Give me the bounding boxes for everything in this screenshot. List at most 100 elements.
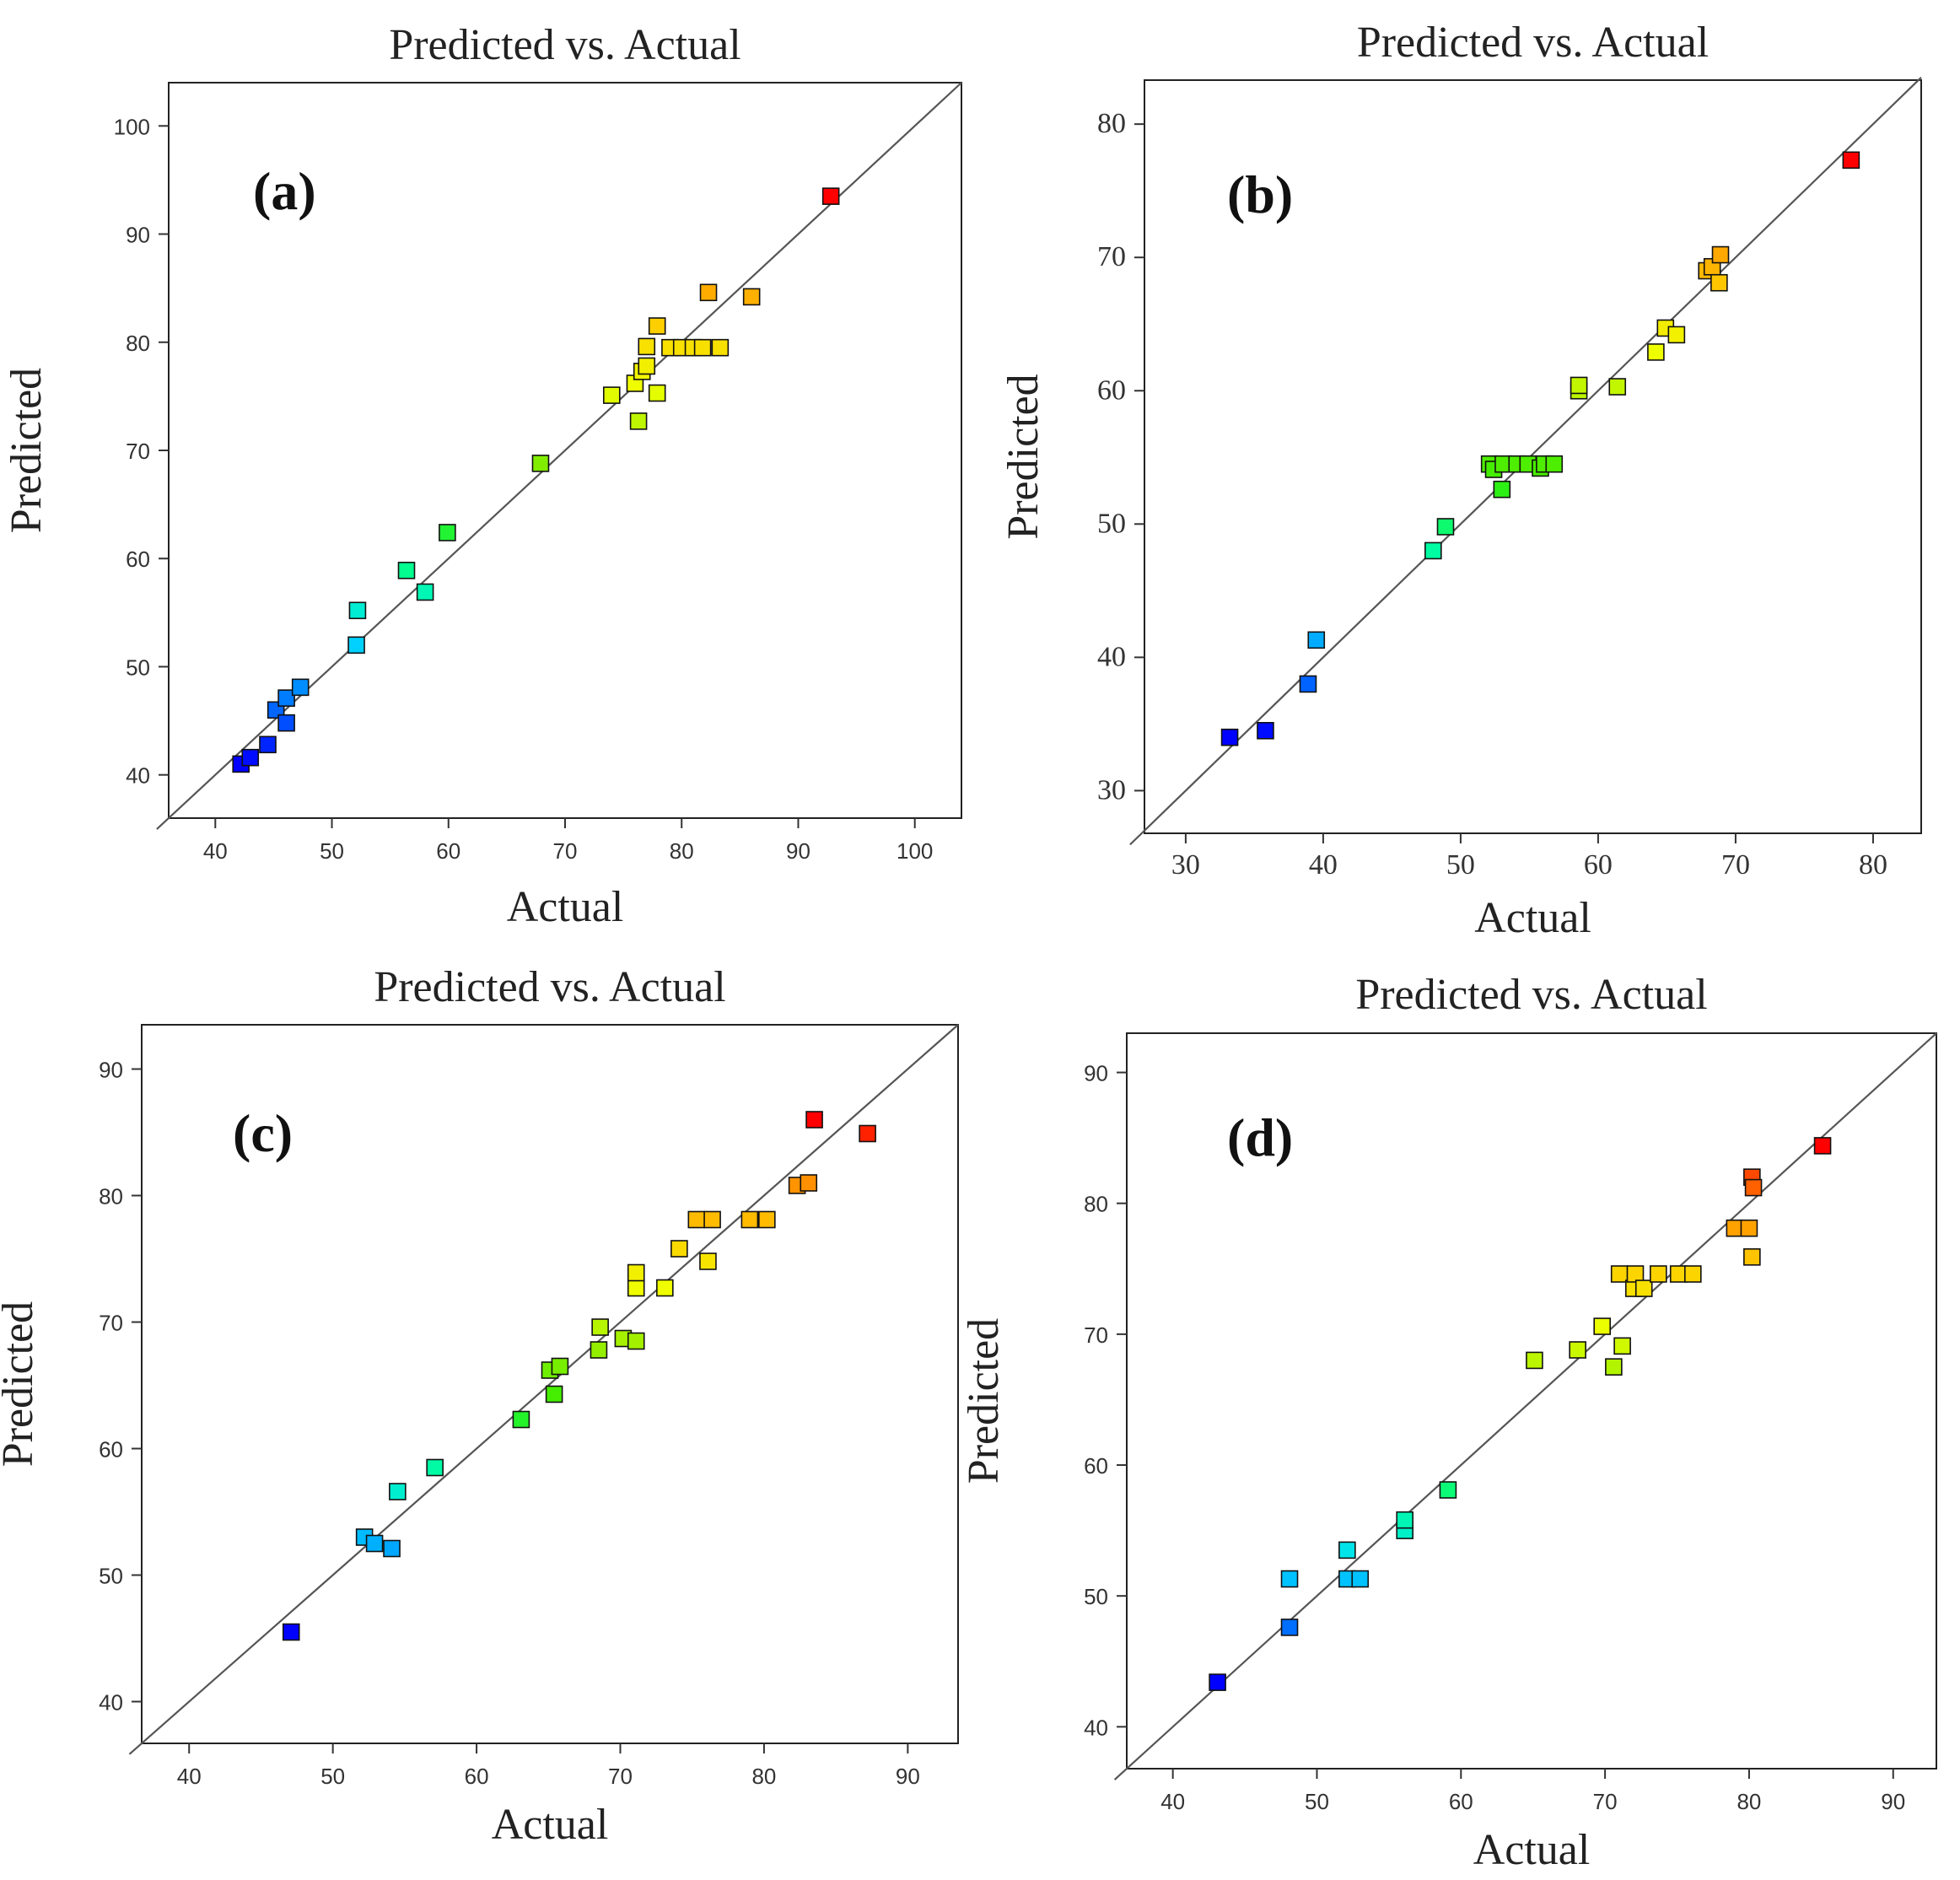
data-point [627,1279,645,1297]
data-point [591,1318,609,1336]
data-point [1710,273,1728,292]
data-point [602,386,621,404]
data-point [389,1483,407,1500]
data-point [1569,1341,1586,1359]
x-axis-label: Actual [1474,894,1591,942]
data-point [627,1332,645,1350]
data-point [1280,1619,1299,1636]
y-tick-label: 70 [126,439,150,464]
data-point [1813,1137,1832,1155]
data-point [670,1240,688,1258]
y-tick-label: 60 [126,547,150,572]
plot-frame [1126,1032,1937,1770]
x-tick-label: 80 [670,838,694,864]
y-tick-label: 100 [114,114,150,139]
x-tick-label: 40 [1309,849,1338,881]
data-point [545,1385,563,1403]
y-tick-label: 70 [1084,1322,1108,1348]
data-point [277,689,295,707]
data-point [1351,1570,1370,1588]
panel-d: Predicted vs. Actual 40 50 60 70 80 90 40 50 60 70… [960,971,1937,1874]
y-tick-label: 60 [99,1437,123,1463]
data-point [1396,1511,1413,1529]
y-axis-label: Predicted [3,368,51,533]
data-point [1545,455,1564,473]
y-tick-label: 50 [126,654,150,680]
data-point [648,317,666,335]
data-point [1526,1351,1543,1370]
data-point [1424,541,1442,560]
data-point [241,748,260,767]
data-point [1220,728,1239,746]
panel-a: Predicted vs. Actual 40 50 60 70 80 90 100 40 50 6… [3,21,962,931]
data-point [1439,1481,1457,1499]
data-point [699,1252,717,1270]
data-point [1842,151,1860,170]
data-point [805,1111,823,1129]
reference-line [1113,1032,1937,1780]
chart-title: Predicted vs. Actual [374,963,725,1011]
data-point [282,1623,300,1641]
chart-title: Predicted vs. Actual [1357,19,1709,67]
y-tick-label: 80 [126,331,150,356]
data-point [551,1357,569,1376]
data-point [656,1279,674,1297]
data-point [259,735,277,754]
data-point [648,384,666,402]
x-tick-label: 40 [1160,1789,1185,1814]
x-tick-label: 90 [1881,1789,1905,1814]
y-tick-label: 80 [1097,108,1126,139]
data-point [1610,1265,1629,1283]
data-point [397,562,416,579]
data-point [687,1210,706,1229]
data-point [277,714,295,732]
y-tick-label: 30 [1097,774,1126,805]
y-tick-label: 70 [99,1311,123,1336]
data-point [1650,1265,1667,1283]
x-tick-label: 100 [897,838,933,864]
x-tick-label: 60 [1584,849,1613,881]
y-tick-label: 40 [99,1690,123,1716]
x-tick-label: 80 [1737,1789,1761,1814]
y-tick-label: 50 [99,1564,123,1589]
plot-frame [1144,79,1922,834]
chart-title: Predicted vs. Actual [1355,971,1707,1019]
panel-b: Predicted vs. Actual 30 40 50 60 70 80 30 40 50 60… [999,19,1922,942]
data-point [512,1410,530,1429]
y-axis-label: Predicted [999,374,1047,539]
data-point [699,283,718,302]
data-point [416,583,434,601]
data-point [590,1341,608,1359]
data-point [1257,721,1274,740]
data-point [1280,1570,1299,1588]
x-tick-label: 30 [1171,849,1200,881]
x-tick-label: 70 [1721,849,1750,881]
x-tick-label: 80 [1859,849,1887,881]
y-axis-label: Predicted [960,1318,1008,1484]
data-point [821,187,840,205]
data-point [1669,1265,1688,1283]
data-point [348,601,367,620]
data-point [629,412,648,430]
data-point [800,1174,818,1192]
y-tick-label: 90 [126,223,150,248]
y-tick-label: 80 [1084,1192,1108,1217]
y-tick-label: 90 [1084,1061,1108,1086]
x-axis-label: Actual [507,883,624,931]
x-axis-label: Actual [492,1801,609,1849]
y-axis-label: Predicted [0,1301,42,1467]
data-point [291,678,310,697]
data-point [1626,1265,1645,1283]
panel-label: (d) [1227,1107,1293,1167]
data-point [1667,326,1686,344]
x-tick-label: 50 [320,1764,345,1789]
data-point [439,524,456,541]
y-tick-label: 50 [1097,508,1126,539]
y-tick-label: 60 [1084,1453,1108,1479]
data-point [365,1534,384,1553]
data-point [1726,1219,1744,1237]
x-tick-label: 50 [320,838,344,864]
x-tick-label: 60 [436,838,460,864]
data-point [703,1210,721,1229]
x-tick-label: 50 [1305,1789,1329,1814]
